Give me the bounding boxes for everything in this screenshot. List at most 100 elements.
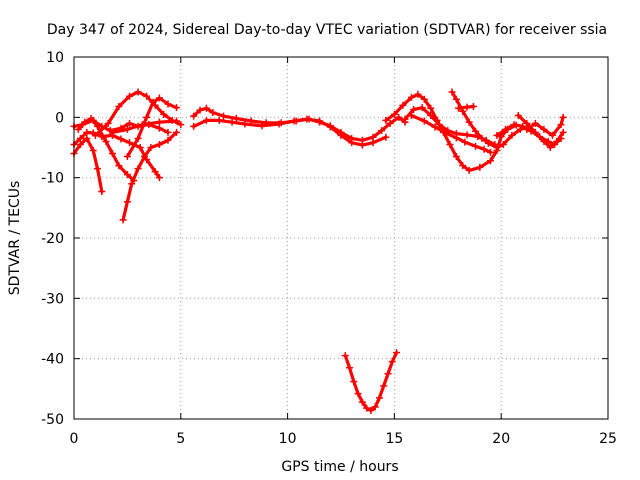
y-tick-label: -20 bbox=[41, 231, 64, 247]
data-point bbox=[465, 166, 473, 174]
data-point bbox=[202, 116, 210, 124]
plot-frame bbox=[73, 56, 609, 420]
data-point bbox=[420, 117, 428, 125]
data-point bbox=[164, 128, 172, 136]
data-point bbox=[143, 113, 151, 121]
y-tick-label: -40 bbox=[41, 352, 64, 368]
series-arc-5 bbox=[119, 128, 181, 224]
data-point bbox=[354, 390, 362, 398]
data-point bbox=[232, 115, 240, 123]
data-point bbox=[196, 106, 204, 114]
data-point bbox=[380, 382, 388, 390]
data-point bbox=[487, 148, 495, 156]
series-line bbox=[192, 117, 388, 147]
data-point bbox=[91, 131, 99, 139]
data-point bbox=[115, 162, 123, 170]
data-point bbox=[98, 188, 106, 196]
data-point bbox=[553, 137, 561, 145]
data-point bbox=[463, 131, 471, 139]
data-point bbox=[395, 113, 403, 121]
series-line bbox=[93, 90, 183, 137]
data-point bbox=[177, 121, 185, 129]
data-point bbox=[155, 140, 163, 148]
data-point bbox=[427, 104, 435, 112]
data-point bbox=[104, 119, 112, 127]
data-point bbox=[215, 116, 223, 124]
data-point bbox=[136, 144, 144, 151]
data-point bbox=[202, 104, 210, 112]
data-point bbox=[108, 150, 116, 158]
data-point bbox=[499, 140, 507, 148]
data-point bbox=[548, 131, 556, 139]
data-point bbox=[367, 407, 375, 415]
data-point bbox=[390, 110, 398, 118]
data-point bbox=[531, 128, 539, 136]
data-point bbox=[290, 117, 298, 125]
data-point bbox=[514, 112, 522, 120]
data-point bbox=[89, 147, 97, 155]
y-tick-label: 10 bbox=[46, 50, 64, 66]
x-tick-label: 5 bbox=[176, 431, 185, 447]
data-point bbox=[420, 95, 428, 103]
data-point bbox=[410, 105, 418, 113]
data-point bbox=[138, 121, 146, 129]
data-point bbox=[480, 145, 488, 153]
data-point bbox=[487, 157, 495, 165]
data-point bbox=[465, 118, 473, 126]
data-point bbox=[134, 88, 142, 96]
series-line bbox=[72, 136, 104, 194]
data-point bbox=[275, 120, 283, 128]
data-point bbox=[508, 131, 516, 139]
y-axis-label: SDTVAR / TECUs bbox=[7, 181, 23, 296]
data-point bbox=[128, 180, 136, 188]
data-point bbox=[510, 121, 518, 129]
data-point bbox=[164, 136, 172, 144]
data-point bbox=[83, 128, 91, 136]
data-point bbox=[519, 122, 527, 130]
data-point bbox=[143, 92, 151, 100]
data-point bbox=[454, 104, 462, 112]
x-tick-label: 20 bbox=[492, 431, 510, 447]
series-arc-7 bbox=[123, 94, 181, 161]
data-point bbox=[476, 163, 484, 171]
data-point bbox=[126, 139, 134, 147]
data-point bbox=[363, 404, 371, 412]
data-point bbox=[452, 153, 460, 161]
data-point bbox=[348, 139, 356, 147]
data-point bbox=[108, 128, 116, 136]
y-tick-label: -10 bbox=[41, 171, 64, 187]
data-point bbox=[83, 134, 91, 142]
data-point bbox=[76, 140, 84, 148]
data-point bbox=[155, 94, 163, 102]
data-point bbox=[74, 125, 82, 133]
data-point bbox=[87, 115, 95, 123]
data-point bbox=[123, 125, 131, 133]
y-tick-label: -50 bbox=[41, 412, 64, 428]
data-point bbox=[126, 92, 134, 100]
series-arc-19 bbox=[523, 113, 567, 139]
data-point bbox=[384, 370, 392, 378]
data-point bbox=[386, 119, 394, 127]
data-point bbox=[228, 118, 236, 126]
data-point bbox=[531, 119, 539, 127]
data-point bbox=[382, 133, 390, 141]
data-point bbox=[76, 134, 84, 142]
data-point bbox=[173, 128, 181, 136]
series-arc-9 bbox=[190, 104, 409, 144]
x-tick-label: 25 bbox=[599, 431, 617, 447]
y-tick-label: 0 bbox=[55, 110, 64, 126]
data-point bbox=[388, 358, 396, 366]
data-point bbox=[164, 100, 172, 108]
data-point bbox=[431, 123, 439, 131]
data-series bbox=[70, 88, 567, 415]
data-point bbox=[472, 142, 480, 150]
data-point bbox=[523, 119, 531, 127]
data-point bbox=[557, 121, 565, 129]
data-point bbox=[155, 174, 163, 182]
data-point bbox=[190, 122, 198, 130]
data-point bbox=[452, 134, 460, 142]
data-point bbox=[369, 139, 377, 147]
series-arc-3 bbox=[70, 134, 106, 196]
x-tick-label: 10 bbox=[279, 431, 297, 447]
